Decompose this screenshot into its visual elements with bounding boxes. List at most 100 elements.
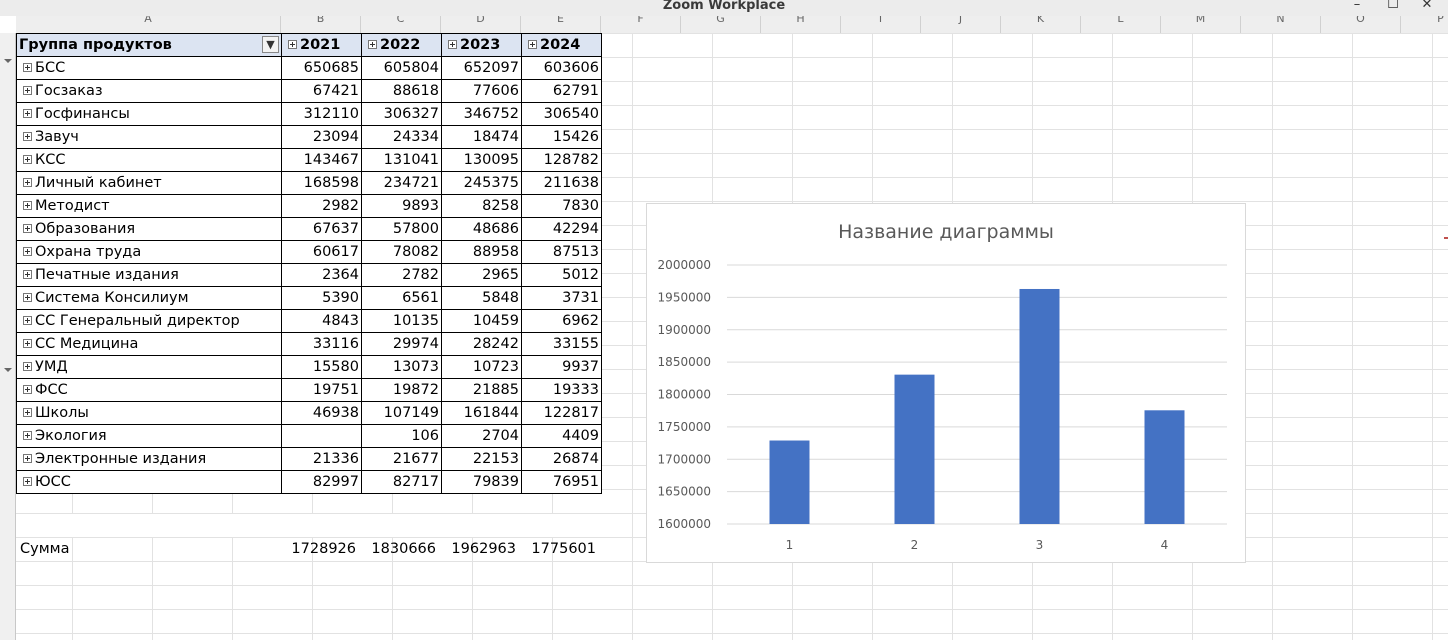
expand-icon[interactable] (528, 40, 537, 49)
maximize-icon[interactable]: ☐ (1387, 0, 1399, 12)
pivot-value-cell[interactable]: 46938 (281, 401, 362, 425)
column-header-g[interactable]: G (681, 16, 761, 33)
pivot-value-cell[interactable]: 4409 (521, 424, 602, 448)
expand-icon[interactable] (23, 385, 32, 394)
pivot-value-cell[interactable]: 168598 (281, 171, 362, 195)
pivot-value-cell[interactable]: 7830 (521, 194, 602, 218)
pivot-value-cell[interactable]: 76951 (521, 470, 602, 494)
pivot-value-cell[interactable]: 10459 (441, 309, 522, 333)
pivot-value-cell[interactable]: 82997 (281, 470, 362, 494)
summary-value-2021[interactable]: 1728926 (291, 541, 356, 557)
pivot-row-label[interactable]: Система Консилиум (16, 286, 282, 310)
pivot-value-cell[interactable]: 60617 (281, 240, 362, 264)
pivot-value-cell[interactable]: 24334 (361, 125, 442, 149)
pivot-value-cell[interactable]: 106 (361, 424, 442, 448)
pivot-value-cell[interactable]: 10135 (361, 309, 442, 333)
pivot-value-cell[interactable]: 312110 (281, 102, 362, 126)
pivot-value-cell[interactable]: 2965 (441, 263, 522, 287)
column-header-m[interactable]: M (1161, 16, 1241, 33)
close-icon[interactable]: ✕ (1421, 0, 1433, 12)
filter-dropdown-icon[interactable]: ▼ (262, 36, 279, 53)
expand-icon[interactable] (23, 293, 32, 302)
year-header-2024[interactable]: 2024 (521, 33, 602, 57)
row-group-marker-icon[interactable] (4, 59, 12, 63)
expand-icon[interactable] (23, 247, 32, 256)
pivot-value-cell[interactable]: 15580 (281, 355, 362, 379)
pivot-value-cell[interactable]: 211638 (521, 171, 602, 195)
pivot-row-label[interactable]: Электронные издания (16, 447, 282, 471)
pivot-value-cell[interactable]: 9937 (521, 355, 602, 379)
pivot-value-cell[interactable]: 19333 (521, 378, 602, 402)
pivot-row-label[interactable]: ФСС (16, 378, 282, 402)
pivot-value-cell[interactable]: 28242 (441, 332, 522, 356)
pivot-value-cell[interactable]: 2782 (361, 263, 442, 287)
expand-icon[interactable] (368, 40, 377, 49)
pivot-value-cell[interactable]: 67637 (281, 217, 362, 241)
pivot-value-cell[interactable]: 4843 (281, 309, 362, 333)
column-header-c[interactable]: C (361, 16, 441, 33)
pivot-row-label[interactable]: Печатные издания (16, 263, 282, 287)
chart-title[interactable]: Название диаграммы (838, 221, 1054, 243)
pivot-value-cell[interactable]: 107149 (361, 401, 442, 425)
expand-icon[interactable] (23, 201, 32, 210)
summary-value-2023[interactable]: 1962963 (451, 541, 516, 557)
pivot-row-label[interactable]: Личный кабинет (16, 171, 282, 195)
expand-icon[interactable] (23, 454, 32, 463)
pivot-value-cell[interactable]: 79839 (441, 470, 522, 494)
expand-icon[interactable] (23, 316, 32, 325)
pivot-value-cell[interactable]: 42294 (521, 217, 602, 241)
pivot-value-cell[interactable]: 62791 (521, 79, 602, 103)
column-header-d[interactable]: D (441, 16, 521, 33)
pivot-value-cell[interactable]: 306327 (361, 102, 442, 126)
pivot-value-cell[interactable]: 33155 (521, 332, 602, 356)
expand-icon[interactable] (23, 178, 32, 187)
pivot-value-cell[interactable]: 650685 (281, 56, 362, 80)
pivot-value-cell[interactable]: 13073 (361, 355, 442, 379)
expand-icon[interactable] (288, 40, 297, 49)
pivot-value-cell[interactable]: 88958 (441, 240, 522, 264)
pivot-row-label[interactable]: УМД (16, 355, 282, 379)
pivot-value-cell[interactable]: 346752 (441, 102, 522, 126)
pivot-row-label[interactable]: БСС (16, 56, 282, 80)
pivot-row-label[interactable]: Экология (16, 424, 282, 448)
pivot-value-cell[interactable]: 88618 (361, 79, 442, 103)
year-header-2023[interactable]: 2023 (441, 33, 522, 57)
pivot-value-cell[interactable]: 5848 (441, 286, 522, 310)
pivot-value-cell[interactable]: 652097 (441, 56, 522, 80)
pivot-row-label[interactable]: Госзаказ (16, 79, 282, 103)
pivot-row-label[interactable]: КСС (16, 148, 282, 172)
expand-icon[interactable] (23, 86, 32, 95)
expand-icon[interactable] (23, 109, 32, 118)
column-header-j[interactable]: J (921, 16, 1001, 33)
pivot-value-cell[interactable] (281, 424, 362, 448)
pivot-row-label[interactable]: Школы (16, 401, 282, 425)
pivot-value-cell[interactable]: 18474 (441, 125, 522, 149)
pivot-value-cell[interactable]: 245375 (441, 171, 522, 195)
expand-icon[interactable] (23, 408, 32, 417)
pivot-value-cell[interactable]: 19751 (281, 378, 362, 402)
summary-label[interactable]: Сумма (20, 541, 70, 557)
column-header-p[interactable]: P (1401, 16, 1448, 33)
pivot-value-cell[interactable]: 67421 (281, 79, 362, 103)
year-header-2021[interactable]: 2021 (281, 33, 362, 57)
column-header-l[interactable]: L (1081, 16, 1161, 33)
pivot-value-cell[interactable]: 6962 (521, 309, 602, 333)
pivot-value-cell[interactable]: 128782 (521, 148, 602, 172)
pivot-value-cell[interactable]: 2364 (281, 263, 362, 287)
pivot-row-field-header[interactable]: Группа продуктов ▼ (16, 33, 282, 57)
expand-icon[interactable] (23, 431, 32, 440)
pivot-value-cell[interactable]: 3731 (521, 286, 602, 310)
pivot-value-cell[interactable]: 87513 (521, 240, 602, 264)
minimize-icon[interactable]: – (1353, 0, 1361, 12)
pivot-value-cell[interactable]: 21885 (441, 378, 522, 402)
pivot-value-cell[interactable]: 603606 (521, 56, 602, 80)
column-header-b[interactable]: B (281, 16, 361, 33)
row-group-marker-icon[interactable] (4, 368, 12, 372)
pivot-value-cell[interactable]: 9893 (361, 194, 442, 218)
pivot-value-cell[interactable]: 21336 (281, 447, 362, 471)
expand-icon[interactable] (23, 270, 32, 279)
pivot-value-cell[interactable]: 82717 (361, 470, 442, 494)
pivot-row-label[interactable]: Образования (16, 217, 282, 241)
pivot-value-cell[interactable]: 26874 (521, 447, 602, 471)
column-header-i[interactable]: I (841, 16, 921, 33)
